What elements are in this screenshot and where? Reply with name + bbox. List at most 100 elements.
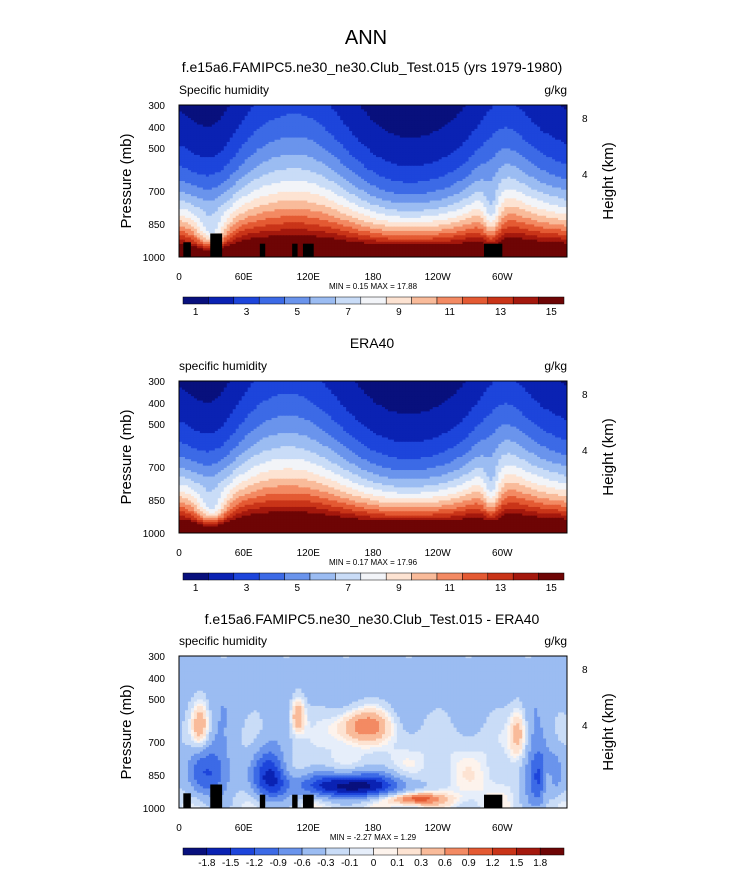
field-cell	[420, 178, 425, 182]
field-cell	[399, 135, 404, 139]
field-cell	[492, 105, 496, 108]
field-cell	[346, 144, 350, 147]
field-cell	[468, 178, 473, 182]
field-cell	[304, 107, 308, 110]
field-cell	[181, 174, 186, 178]
field-cell	[516, 178, 520, 182]
field-cell	[495, 154, 499, 158]
field-cell	[352, 120, 356, 123]
field-cell	[364, 148, 368, 152]
field-cell	[429, 150, 434, 154]
field-cell	[387, 133, 392, 136]
field-cell	[304, 133, 308, 136]
field-cell	[441, 165, 446, 169]
field-cell	[232, 157, 237, 160]
field-cell	[331, 124, 335, 128]
field-cell	[202, 137, 207, 141]
field-cell	[217, 181, 222, 184]
field-cell	[193, 170, 198, 173]
field-cell	[310, 157, 314, 160]
field-cell	[471, 167, 476, 171]
field-cell	[280, 133, 285, 136]
field-cell	[510, 183, 514, 186]
field-cell	[426, 139, 431, 143]
field-cell	[179, 152, 183, 156]
field-cell	[271, 165, 276, 169]
field-cell	[384, 118, 389, 121]
field-cell	[411, 172, 416, 176]
field-cell	[549, 141, 553, 145]
field-cell	[471, 128, 476, 132]
field-cell	[474, 111, 479, 115]
field-cell	[358, 107, 362, 110]
field-cell	[390, 122, 395, 126]
field-cell	[534, 154, 538, 158]
field-cell	[507, 146, 511, 150]
field-cell	[492, 163, 496, 167]
field-cell	[352, 135, 356, 139]
field-cell	[537, 152, 541, 156]
field-cell	[471, 133, 476, 136]
field-cell	[408, 161, 413, 165]
field-cell	[489, 176, 493, 180]
field-cell	[498, 178, 502, 182]
field-cell	[411, 165, 416, 169]
field-cell	[355, 105, 359, 108]
field-cell	[558, 113, 562, 117]
field-cell	[355, 139, 359, 143]
field-cell	[313, 115, 317, 119]
field-cell	[235, 148, 240, 152]
field-cell	[205, 120, 210, 123]
field-cell	[390, 148, 395, 152]
field-cell	[399, 141, 404, 145]
field-cell	[519, 113, 523, 117]
field-cell	[313, 185, 317, 189]
field-cell	[370, 165, 374, 169]
field-cell	[328, 178, 332, 182]
field-cell	[226, 126, 231, 130]
field-cell	[489, 126, 493, 130]
field-cell	[235, 128, 240, 132]
field-cell	[519, 150, 523, 154]
field-cell	[265, 165, 270, 169]
field-cell	[229, 128, 234, 132]
field-cell	[292, 115, 296, 119]
field-cell	[522, 137, 526, 141]
field-cell	[468, 141, 473, 145]
field-cell	[343, 120, 347, 123]
field-cell	[378, 161, 383, 165]
field-cell	[426, 165, 431, 169]
field-cell	[450, 146, 455, 150]
field-cell	[184, 131, 189, 134]
field-cell	[352, 185, 356, 189]
field-cell	[310, 170, 314, 173]
field-cell	[232, 185, 237, 189]
field-cell	[292, 157, 296, 160]
field-cell	[193, 115, 198, 119]
field-cell	[540, 131, 544, 134]
field-cell	[253, 120, 258, 123]
field-cell	[552, 126, 556, 130]
field-cell	[417, 113, 422, 117]
field-cell	[483, 131, 488, 134]
field-cell	[331, 152, 335, 156]
field-cell	[402, 148, 407, 152]
field-cell	[253, 181, 258, 184]
field-cell	[483, 128, 488, 132]
field-cell	[423, 185, 428, 189]
field-cell	[325, 122, 329, 126]
field-cell	[367, 157, 371, 160]
field-cell	[349, 124, 353, 128]
field-cell	[510, 131, 514, 134]
field-cell	[328, 141, 332, 145]
field-cell	[316, 167, 320, 171]
field-cell	[211, 172, 216, 176]
field-cell	[274, 137, 279, 141]
field-cell	[414, 178, 419, 182]
field-cell	[181, 183, 186, 186]
field-cell	[537, 118, 541, 121]
field-cell	[247, 148, 252, 152]
field-cell	[358, 150, 362, 154]
field-cell	[343, 144, 347, 147]
field-cell	[322, 161, 326, 165]
